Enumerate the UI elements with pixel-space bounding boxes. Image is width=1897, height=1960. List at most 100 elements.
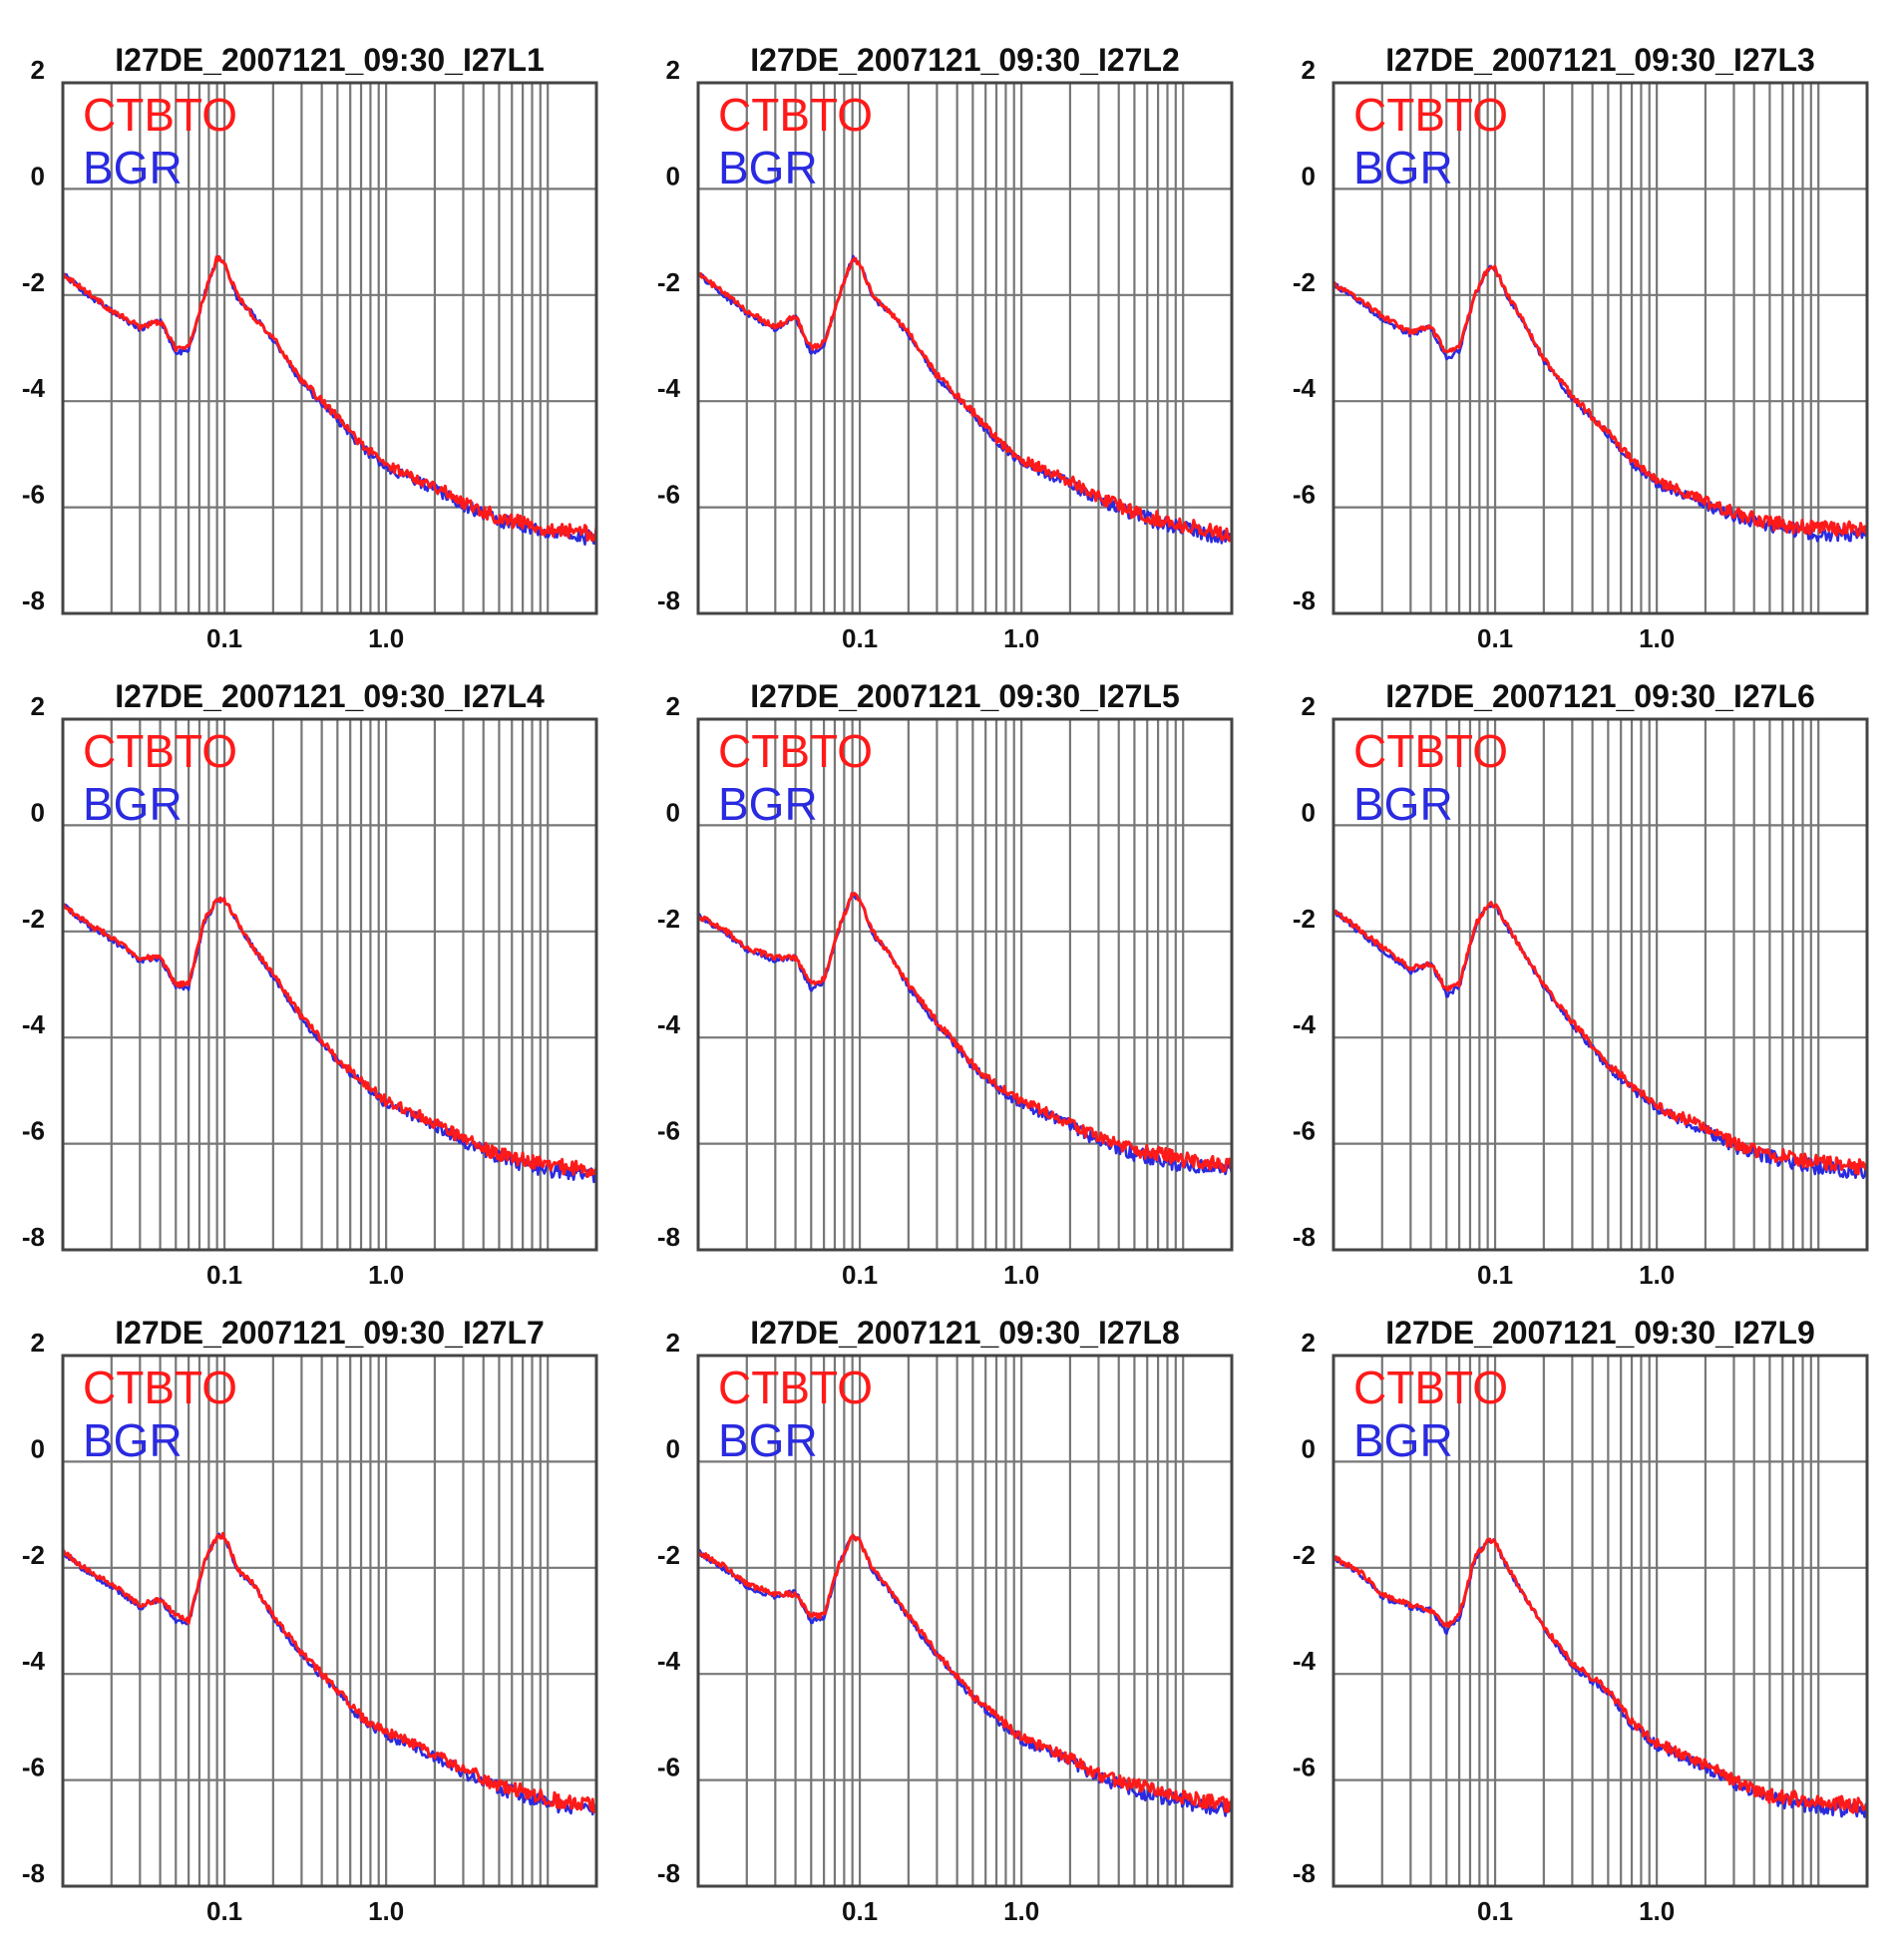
y-tick-label: -2 — [22, 267, 45, 297]
legend-entry-bgr: BGR — [718, 1414, 818, 1466]
x-tick-label: 0.1 — [842, 623, 878, 653]
y-tick-label: -4 — [22, 373, 46, 403]
y-tick-label: -8 — [657, 1222, 680, 1252]
y-tick-label: 0 — [666, 1433, 680, 1463]
series-line-ctbto — [697, 1533, 1234, 1813]
y-tick-label: 2 — [666, 1328, 680, 1358]
x-tick-label: 0.1 — [1477, 1260, 1513, 1290]
y-tick-label: -8 — [22, 1222, 45, 1252]
y-tick-label: -2 — [22, 1540, 45, 1570]
x-tick-label: 1.0 — [368, 1896, 404, 1926]
y-tick-label: -4 — [657, 1009, 681, 1039]
series-line-bgr — [1332, 1538, 1869, 1818]
plot-frame — [1331, 1354, 1869, 1888]
chart-panel-9: I27DE_2007121_09:30_I27L9 2 0 -2 -4 -6 -8 0.1 1.… — [1271, 1273, 1897, 1926]
y-tick-label: -6 — [657, 1116, 680, 1146]
y-tick-label: 0 — [31, 797, 45, 827]
chart-svg-3: I27DE_2007121_09:30_I27L3 2 0 -2 -4 -6 -8 0.1 1.… — [1293, 42, 1869, 653]
y-tick-label: 2 — [31, 55, 45, 85]
chart-panel-2: I27DE_2007121_09:30_I27L2 2 0 -2 -4 -6 -8 0.1 1.… — [635, 0, 1262, 653]
chart-title: I27DE_2007121_09:30_I27L8 — [750, 1315, 1180, 1351]
plot-frame — [696, 1354, 1234, 1888]
chart-svg-2: I27DE_2007121_09:30_I27L2 2 0 -2 -4 -6 -8 0.1 1.… — [657, 42, 1234, 653]
y-tick-label: -6 — [22, 1753, 45, 1782]
series-line-ctbto — [61, 1531, 597, 1813]
legend-entry-ctbto: CTBTO — [1353, 725, 1508, 777]
chart-svg-9: I27DE_2007121_09:30_I27L9 2 0 -2 -4 -6 -8 0.1 1.… — [1293, 1315, 1869, 1926]
legend-entry-bgr: BGR — [83, 142, 183, 194]
series-line-bgr — [696, 892, 1234, 1176]
y-tick-label: 2 — [666, 691, 680, 721]
y-tick-label: 2 — [1302, 1328, 1316, 1358]
plot-frame — [61, 1354, 598, 1888]
plot-frame — [1331, 717, 1869, 1252]
series-line-ctbto — [61, 254, 598, 543]
chart-panel-8: I27DE_2007121_09:30_I27L8 2 0 -2 -4 -6 -8 0.1 1.… — [635, 1273, 1262, 1926]
y-tick-label: 2 — [1302, 55, 1316, 85]
x-tick-label: 0.1 — [1477, 623, 1513, 653]
x-tick-label: 0.1 — [1477, 1896, 1513, 1926]
y-tick-label: 2 — [31, 691, 45, 721]
y-tick-label: 0 — [1302, 1433, 1316, 1463]
legend-entry-ctbto: CTBTO — [1353, 1362, 1508, 1413]
y-tick-label: -2 — [1293, 1540, 1316, 1570]
legend-entry-ctbto: CTBTO — [718, 89, 873, 141]
x-tick-label: 0.1 — [206, 623, 242, 653]
chart-title: I27DE_2007121_09:30_I27L4 — [115, 678, 545, 714]
y-tick-label: -4 — [657, 1646, 681, 1676]
y-tick-label: -6 — [657, 1753, 680, 1782]
y-tick-label: 0 — [31, 161, 45, 191]
chart-svg-1: I27DE_2007121_09:30_I27L1 2 0 -2 -4 -6 -8 0.1 1.… — [22, 42, 598, 653]
x-tick-label: 1.0 — [368, 623, 404, 653]
y-tick-label: 0 — [666, 797, 680, 827]
y-tick-label: -8 — [657, 586, 680, 615]
legend-entry-ctbto: CTBTO — [83, 1362, 237, 1413]
y-tick-label: 2 — [31, 1328, 45, 1358]
x-tick-label: 1.0 — [1639, 1896, 1675, 1926]
chart-title: I27DE_2007121_09:30_I27L1 — [115, 42, 545, 78]
y-tick-label: -2 — [657, 1540, 680, 1570]
y-tick-label: -8 — [22, 1858, 45, 1888]
y-tick-label: -8 — [1293, 1858, 1316, 1888]
y-tick-label: 0 — [1302, 161, 1316, 191]
plot-frame — [696, 81, 1234, 615]
legend-entry-bgr: BGR — [718, 778, 818, 830]
series-line-bgr — [696, 1534, 1233, 1817]
legend-entry-bgr: BGR — [1353, 778, 1453, 830]
series-line-ctbto — [697, 892, 1233, 1173]
x-tick-label: 0.1 — [206, 1260, 242, 1290]
y-tick-label: -8 — [657, 1858, 680, 1888]
y-tick-label: -4 — [1293, 1646, 1317, 1676]
chart-panel-5: I27DE_2007121_09:30_I27L5 2 0 -2 -4 -6 -8 0.1 1.… — [635, 636, 1262, 1290]
chart-title: I27DE_2007121_09:30_I27L9 — [1385, 1315, 1815, 1351]
plot-frame — [1331, 81, 1869, 615]
chart-panel-7: I27DE_2007121_09:30_I27L7 2 0 -2 -4 -6 -8 0.1 1.… — [0, 1273, 626, 1926]
legend-entry-ctbto: CTBTO — [718, 725, 873, 777]
x-tick-label: 1.0 — [1639, 1260, 1675, 1290]
y-tick-label: -6 — [22, 1116, 45, 1146]
series-line-bgr — [696, 254, 1233, 545]
series-line-ctbto — [61, 896, 598, 1179]
y-tick-label: -2 — [657, 904, 680, 934]
legend-entry-ctbto: CTBTO — [83, 725, 237, 777]
x-tick-label: 1.0 — [368, 1260, 404, 1290]
series-line-bgr — [1332, 264, 1869, 543]
legend-entry-ctbto: CTBTO — [83, 89, 237, 141]
chart-svg-7: I27DE_2007121_09:30_I27L7 2 0 -2 -4 -6 -8 0.1 1.… — [22, 1315, 598, 1926]
y-tick-label: -6 — [22, 480, 45, 510]
legend-entry-bgr: BGR — [83, 778, 183, 830]
y-tick-label: -6 — [1293, 480, 1316, 510]
chart-svg-5: I27DE_2007121_09:30_I27L5 2 0 -2 -4 -6 -8 0.1 1.… — [657, 678, 1234, 1290]
plot-frame — [61, 717, 598, 1252]
chart-panel-3: I27DE_2007121_09:30_I27L3 2 0 -2 -4 -6 -8 0.1 1.… — [1271, 0, 1897, 653]
chart-panel-4: I27DE_2007121_09:30_I27L4 2 0 -2 -4 -6 -8 0.1 1.… — [0, 636, 626, 1290]
y-tick-label: -8 — [1293, 1222, 1316, 1252]
series-line-ctbto — [1331, 1537, 1868, 1814]
chart-svg-8: I27DE_2007121_09:30_I27L8 2 0 -2 -4 -6 -8 0.1 1.… — [657, 1315, 1234, 1926]
chart-title: I27DE_2007121_09:30_I27L2 — [750, 42, 1180, 78]
plot-frame — [696, 717, 1234, 1252]
y-tick-label: -4 — [657, 373, 681, 403]
chart-svg-4: I27DE_2007121_09:30_I27L4 2 0 -2 -4 -6 -8 0.1 1.… — [22, 678, 598, 1290]
series-line-ctbto — [1331, 264, 1868, 538]
